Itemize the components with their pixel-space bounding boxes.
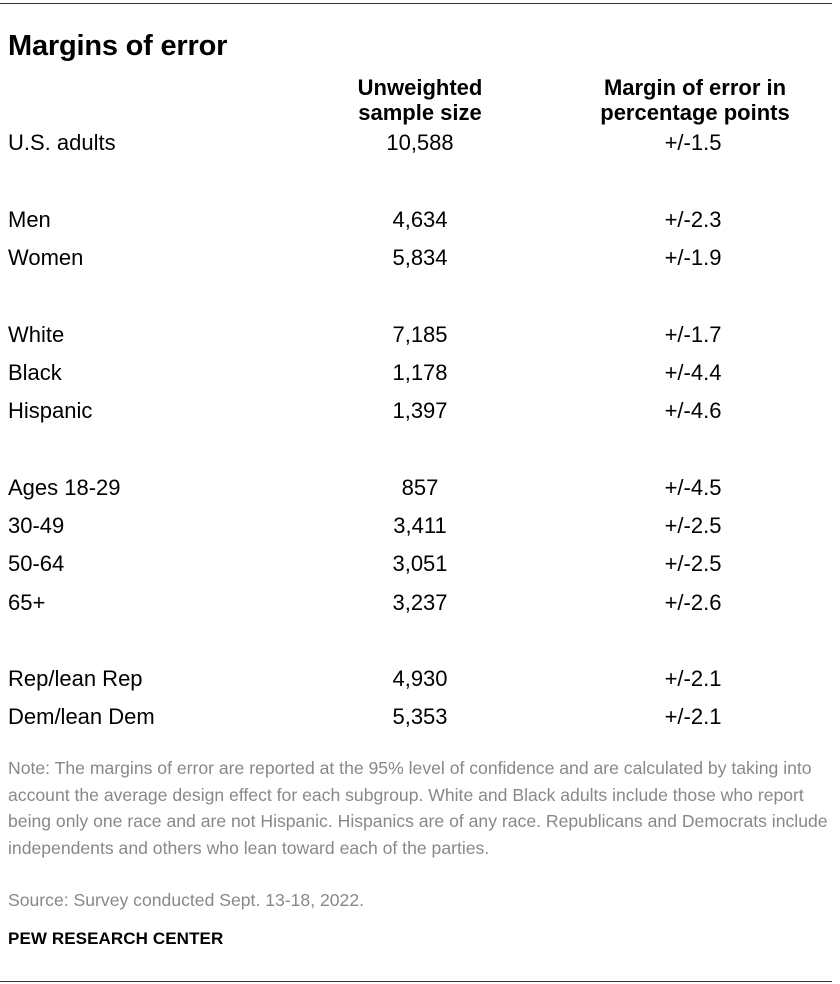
row-margin-of-error: +/-2.1 xyxy=(664,666,722,691)
margin-of-error-header: Margin of error in percentage points xyxy=(575,75,815,125)
row-margin-of-error: +/-2.1 xyxy=(664,704,722,729)
row-margin-of-error: +/-2.5 xyxy=(664,513,722,538)
row-sample-size: 5,834 xyxy=(392,245,448,270)
top-rule xyxy=(0,3,832,4)
table-row: Women 5,834 +/-1.9 xyxy=(0,243,840,273)
row-label: Women xyxy=(8,245,84,270)
row-margin-of-error: +/-1.7 xyxy=(664,322,722,347)
page-title: Margins of error xyxy=(8,30,228,62)
row-label: White xyxy=(8,322,65,347)
row-margin-of-error: +/-4.5 xyxy=(664,475,722,500)
row-label: 50-64 xyxy=(8,551,65,576)
row-sample-size: 5,353 xyxy=(392,704,448,729)
row-label: Black xyxy=(8,360,62,385)
table-row: Black 1,178 +/-4.4 xyxy=(0,358,840,388)
row-margin-of-error: +/-1.9 xyxy=(664,245,722,270)
sample-size-header-line1: Unweighted xyxy=(357,75,483,100)
row-label: Men xyxy=(8,207,51,232)
table-row: Men 4,634 +/-2.3 xyxy=(0,205,840,235)
row-sample-size: 4,930 xyxy=(392,666,448,691)
bottom-rule xyxy=(0,981,832,982)
table-row: 30-49 3,411 +/-2.5 xyxy=(0,511,840,541)
row-sample-size: 1,178 xyxy=(392,360,448,385)
row-sample-size: 857 xyxy=(401,475,439,500)
row-margin-of-error: +/-1.5 xyxy=(664,130,722,155)
margin-of-error-header-line2: percentage points xyxy=(600,100,790,125)
row-margin-of-error: +/-2.6 xyxy=(664,590,722,615)
table-row: Ages 18-29 857 +/-4.5 xyxy=(0,473,840,503)
margin-of-error-header-line1: Margin of error in xyxy=(603,75,787,100)
table-row: 50-64 3,051 +/-2.5 xyxy=(0,549,840,579)
row-sample-size: 7,185 xyxy=(392,322,448,347)
row-margin-of-error: +/-2.5 xyxy=(664,551,722,576)
row-margin-of-error: +/-2.3 xyxy=(664,207,722,232)
footnote: Note: The margins of error are reported … xyxy=(8,758,828,858)
row-label: Rep/lean Rep xyxy=(8,666,143,691)
row-sample-size: 3,237 xyxy=(392,590,448,615)
table-row: Rep/lean Rep 4,930 +/-2.1 xyxy=(0,664,840,694)
row-sample-size: 4,634 xyxy=(392,207,448,232)
row-label: Dem/lean Dem xyxy=(8,704,155,729)
source-line: Source: Survey conducted Sept. 13-18, 20… xyxy=(8,890,365,910)
row-sample-size: 3,051 xyxy=(392,551,448,576)
row-sample-size: 10,588 xyxy=(386,130,454,155)
table-row: Hispanic 1,397 +/-4.6 xyxy=(0,396,840,426)
sample-size-header: Unweighted sample size xyxy=(320,75,520,125)
row-label: Ages 18-29 xyxy=(8,475,121,500)
row-sample-size: 1,397 xyxy=(392,398,448,423)
brand-wordmark: PEW RESEARCH CENTER xyxy=(8,929,224,948)
row-label: 30-49 xyxy=(8,513,65,538)
table-row: White 7,185 +/-1.7 xyxy=(0,320,840,350)
row-label: Hispanic xyxy=(8,398,93,423)
sample-size-header-line2: sample size xyxy=(358,100,482,125)
row-margin-of-error: +/-4.6 xyxy=(664,398,722,423)
table-row: U.S. adults 10,588 +/-1.5 xyxy=(0,128,840,158)
row-sample-size: 3,411 xyxy=(393,513,447,538)
row-label: U.S. adults xyxy=(8,130,116,155)
row-label: 65+ xyxy=(8,590,46,615)
row-margin-of-error: +/-4.4 xyxy=(664,360,722,385)
table-row: Dem/lean Dem 5,353 +/-2.1 xyxy=(0,702,840,732)
table-row: 65+ 3,237 +/-2.6 xyxy=(0,588,840,618)
